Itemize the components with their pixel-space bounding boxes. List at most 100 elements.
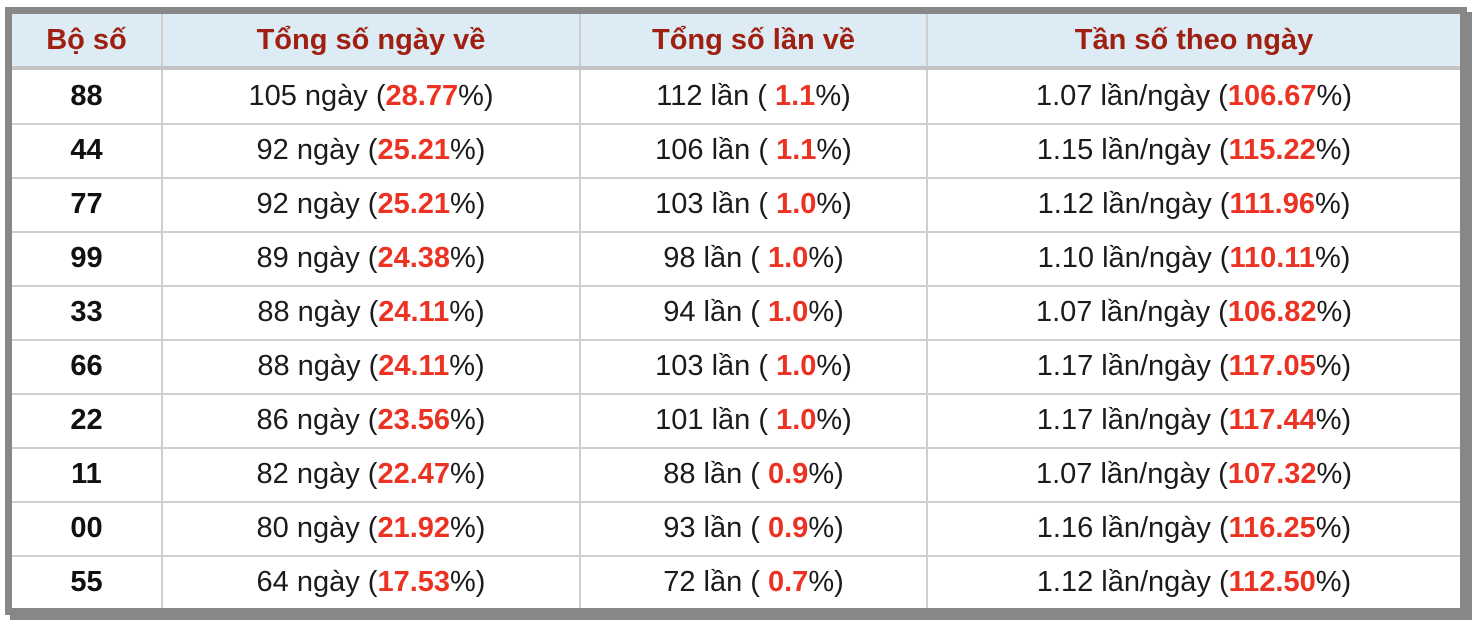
frequency-text: 1.17 lần/ngày (	[1036, 350, 1229, 383]
days-suffix: %)	[450, 512, 486, 545]
times-text: 101 lần (	[655, 404, 777, 437]
frequency-text: 1.07 lần/ngày (	[1035, 296, 1228, 329]
total-times-cell: 106 lần ( 1.1%)	[579, 122, 928, 179]
frequency-suffix: %)	[1315, 350, 1352, 383]
statistics-table-frame: Bộ số Tổng số ngày về Tổng số lần về Tần…	[5, 7, 1467, 615]
total-days-cell: 80 ngày (21.92%)	[161, 500, 581, 557]
table-row: 88 105 ngày (28.77%) 112 lần ( 1.1%) 1.0…	[11, 67, 1461, 125]
header-pair: Bộ số	[11, 13, 163, 70]
days-percent: 22.47	[377, 458, 451, 491]
table-row: 44 92 ngày (25.21%) 106 lần ( 1.1%) 1.15…	[11, 122, 1461, 179]
table-body: 88 105 ngày (28.77%) 112 lần ( 1.1%) 1.0…	[11, 67, 1461, 610]
times-percent: 1.0	[776, 188, 817, 221]
total-times-cell: 103 lần ( 1.0%)	[579, 338, 928, 395]
frequency-percent: 117.44	[1228, 404, 1316, 437]
table-header: Bộ số Tổng số ngày về Tổng số lần về Tần…	[11, 13, 1461, 70]
frequency-suffix: %)	[1315, 565, 1352, 598]
times-percent: 1.0	[776, 350, 817, 383]
frequency-text: 1.07 lần/ngày (	[1035, 458, 1228, 491]
times-percent: 1.0	[776, 404, 817, 437]
frequency-text: 1.16 lần/ngày (	[1036, 512, 1229, 545]
frequency-suffix: %)	[1316, 296, 1352, 329]
total-times-cell: 72 lần ( 0.7%)	[579, 554, 928, 610]
total-days-cell: 64 ngày (17.53%)	[161, 554, 581, 610]
days-percent: 24.11	[378, 296, 450, 329]
frequency-text: 1.15 lần/ngày (	[1036, 134, 1229, 167]
frequency-text: 1.10 lần/ngày (	[1037, 242, 1230, 275]
times-text: 72 lần (	[663, 565, 768, 598]
days-percent: 24.38	[377, 242, 451, 275]
times-suffix: %)	[808, 512, 844, 545]
days-percent: 28.77	[385, 79, 459, 112]
times-percent: 1.1	[774, 79, 816, 112]
days-text: 86 ngày (	[256, 404, 378, 437]
times-suffix: %)	[808, 458, 844, 491]
frequency-text: 1.12 lần/ngày (	[1036, 565, 1229, 598]
header-total-times: Tổng số lần về	[579, 13, 928, 70]
frequency-percent: 111.96	[1229, 188, 1315, 221]
frequency-cell: 1.17 lần/ngày (117.44%)	[926, 392, 1461, 449]
header-total-days: Tổng số ngày về	[161, 13, 581, 70]
total-times-cell: 93 lần ( 0.9%)	[579, 500, 928, 557]
times-suffix: %)	[816, 350, 852, 383]
times-text: 106 lần (	[655, 134, 777, 167]
pair-number: 44	[11, 122, 163, 179]
days-suffix: %)	[450, 242, 486, 275]
times-percent: 1.0	[768, 242, 809, 275]
days-text: 64 ngày (	[256, 565, 378, 598]
days-percent: 25.21	[377, 134, 451, 167]
times-suffix: %)	[816, 134, 852, 167]
pair-number: 99	[11, 230, 163, 287]
pair-number: 77	[11, 176, 163, 233]
frequency-cell: 1.16 lần/ngày (116.25%)	[926, 500, 1461, 557]
pair-number: 88	[11, 67, 163, 125]
times-suffix: %)	[815, 79, 851, 112]
table-row: 00 80 ngày (21.92%) 93 lần ( 0.9%) 1.16 …	[11, 500, 1461, 557]
pair-number: 33	[11, 284, 163, 341]
frequency-percent: 116.25	[1228, 512, 1316, 545]
times-suffix: %)	[808, 565, 844, 598]
times-text: 94 lần (	[663, 296, 768, 329]
frequency-text: 1.07 lần/ngày (	[1035, 79, 1228, 112]
times-suffix: %)	[808, 296, 844, 329]
header-frequency-per-day: Tần số theo ngày	[926, 13, 1461, 70]
days-text: 88 ngày (	[257, 350, 379, 383]
frequency-percent: 106.82	[1227, 296, 1317, 329]
total-times-cell: 112 lần ( 1.1%)	[579, 67, 928, 125]
times-percent: 0.9	[768, 458, 809, 491]
days-text: 88 ngày (	[257, 296, 379, 329]
table-row: 33 88 ngày (24.11%) 94 lần ( 1.0%) 1.07 …	[11, 284, 1461, 341]
frequency-cell: 1.12 lần/ngày (111.96%)	[926, 176, 1461, 233]
frequency-suffix: %)	[1316, 458, 1352, 491]
table-row: 55 64 ngày (17.53%) 72 lần ( 0.7%) 1.12 …	[11, 554, 1461, 610]
table-row: 77 92 ngày (25.21%) 103 lần ( 1.0%) 1.12…	[11, 176, 1461, 233]
times-text: 98 lần (	[663, 242, 768, 275]
total-times-cell: 88 lần ( 0.9%)	[579, 446, 928, 503]
days-text: 82 ngày (	[256, 458, 378, 491]
days-percent: 21.92	[377, 512, 451, 545]
days-suffix: %)	[449, 350, 485, 383]
times-suffix: %)	[816, 188, 852, 221]
total-days-cell: 105 ngày (28.77%)	[161, 67, 581, 125]
days-text: 92 ngày (	[256, 188, 378, 221]
times-text: 93 lần (	[663, 512, 768, 545]
frequency-suffix: %)	[1315, 404, 1352, 437]
pair-number: 55	[11, 554, 163, 610]
frequency-cell: 1.10 lần/ngày (110.11%)	[926, 230, 1461, 287]
frequency-cell: 1.17 lần/ngày (117.05%)	[926, 338, 1461, 395]
total-times-cell: 101 lần ( 1.0%)	[579, 392, 928, 449]
days-suffix: %)	[449, 296, 485, 329]
times-text: 88 lần (	[663, 458, 768, 491]
total-times-cell: 98 lần ( 1.0%)	[579, 230, 928, 287]
times-percent: 1.0	[768, 296, 809, 329]
frequency-suffix: %)	[1314, 242, 1351, 275]
frequency-text: 1.12 lần/ngày (	[1037, 188, 1230, 221]
pair-number: 66	[11, 338, 163, 395]
frequency-cell: 1.15 lần/ngày (115.22%)	[926, 122, 1461, 179]
total-days-cell: 86 ngày (23.56%)	[161, 392, 581, 449]
days-text: 89 ngày (	[256, 242, 378, 275]
times-percent: 1.1	[776, 134, 817, 167]
days-suffix: %)	[450, 458, 486, 491]
frequency-suffix: %)	[1315, 512, 1352, 545]
table-row: 99 89 ngày (24.38%) 98 lần ( 1.0%) 1.10 …	[11, 230, 1461, 287]
